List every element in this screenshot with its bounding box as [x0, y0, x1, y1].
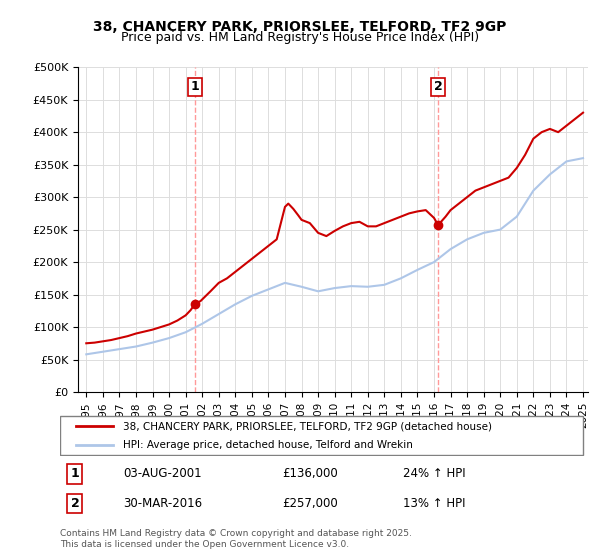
Text: 38, CHANCERY PARK, PRIORSLEE, TELFORD, TF2 9GP: 38, CHANCERY PARK, PRIORSLEE, TELFORD, T…: [94, 20, 506, 34]
Text: 30-MAR-2016: 30-MAR-2016: [124, 497, 202, 510]
Text: 1: 1: [71, 468, 79, 480]
Text: 03-AUG-2001: 03-AUG-2001: [124, 468, 202, 480]
Text: 2: 2: [434, 80, 443, 93]
Text: 24% ↑ HPI: 24% ↑ HPI: [403, 468, 466, 480]
Text: 13% ↑ HPI: 13% ↑ HPI: [403, 497, 466, 510]
FancyBboxPatch shape: [60, 416, 583, 455]
Text: £136,000: £136,000: [282, 468, 338, 480]
Text: 1: 1: [191, 80, 200, 93]
Text: 2: 2: [71, 497, 79, 510]
Text: Contains HM Land Registry data © Crown copyright and database right 2025.
This d: Contains HM Land Registry data © Crown c…: [60, 529, 412, 549]
Text: Price paid vs. HM Land Registry's House Price Index (HPI): Price paid vs. HM Land Registry's House …: [121, 31, 479, 44]
Text: HPI: Average price, detached house, Telford and Wrekin: HPI: Average price, detached house, Telf…: [124, 440, 413, 450]
Text: £257,000: £257,000: [282, 497, 338, 510]
Text: 38, CHANCERY PARK, PRIORSLEE, TELFORD, TF2 9GP (detached house): 38, CHANCERY PARK, PRIORSLEE, TELFORD, T…: [124, 421, 493, 431]
